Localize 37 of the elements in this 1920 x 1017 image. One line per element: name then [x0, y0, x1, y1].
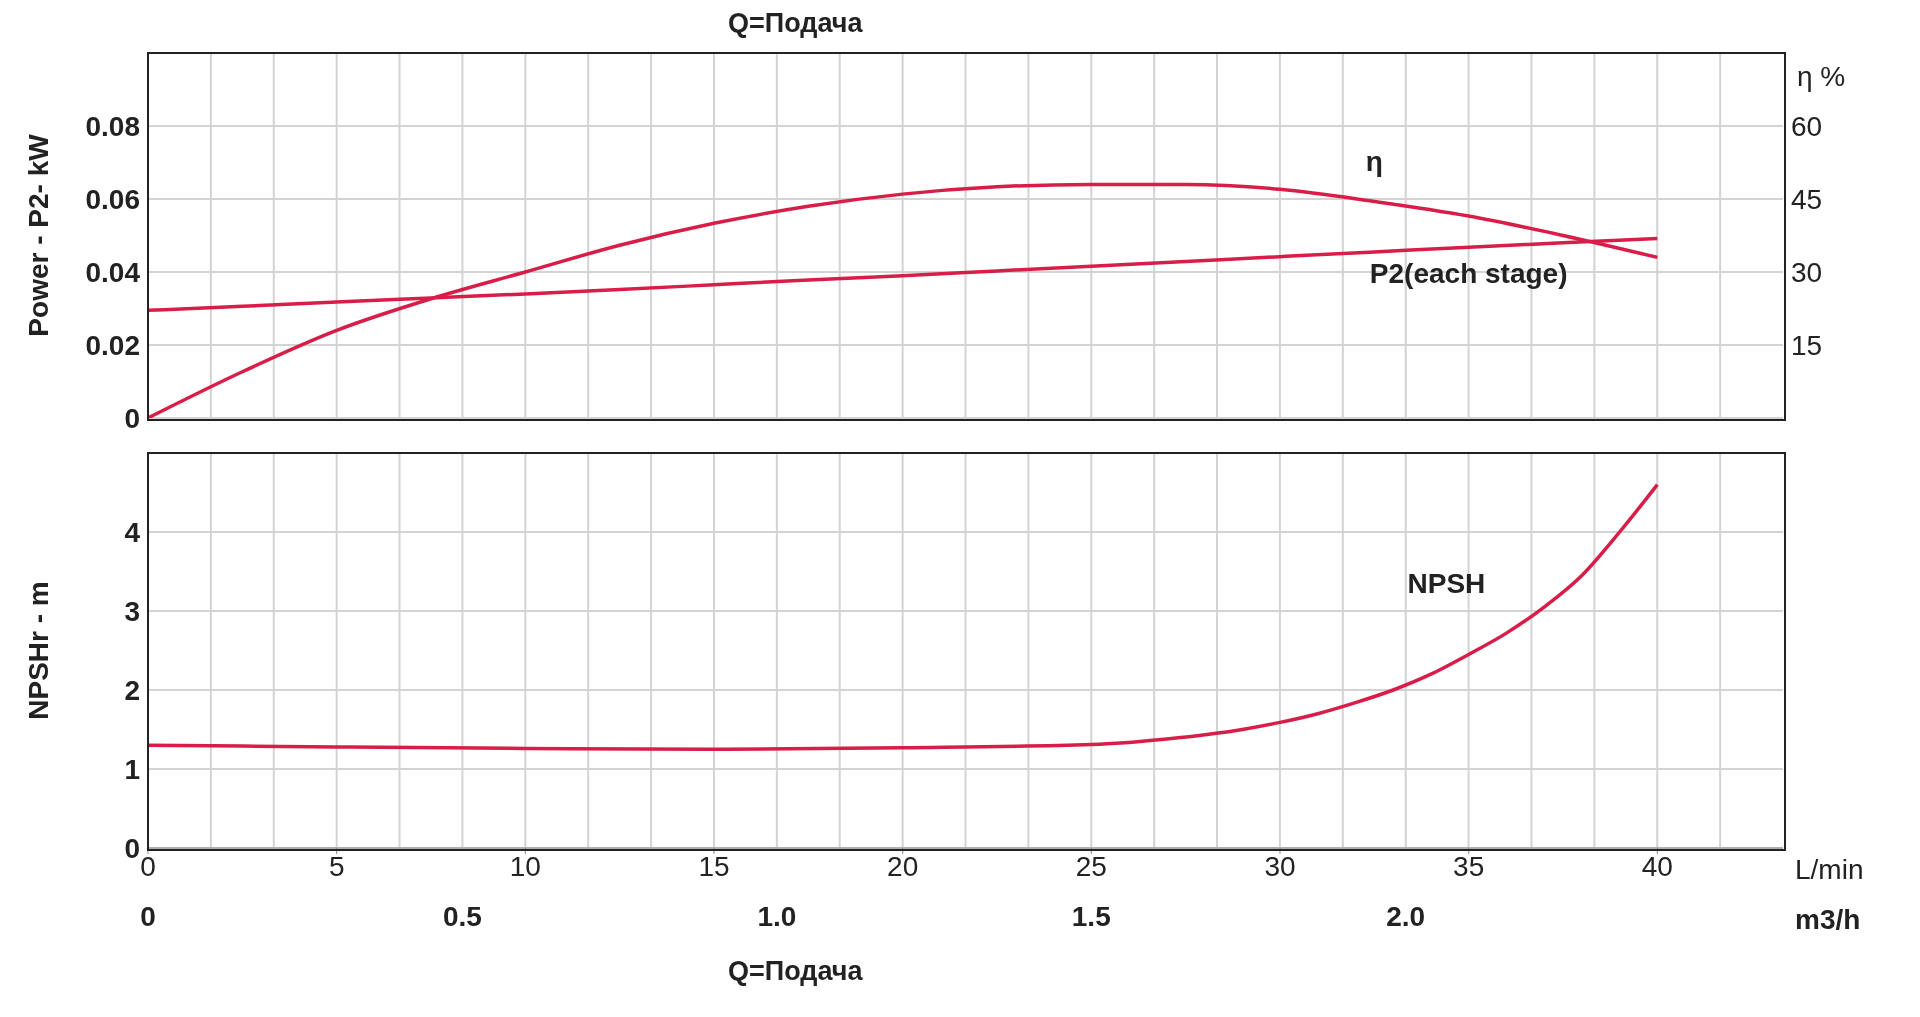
x-tick-label: 15 [698, 850, 730, 882]
line-series [148, 482, 1660, 751]
x-tick-label: 25 [1075, 850, 1107, 882]
chart-title: Q=Подача [728, 8, 863, 39]
y2-tick-label: 15 [1791, 329, 1823, 361]
x2-tick-label: 0.5 [442, 900, 482, 932]
y2-axis-title: η % [1797, 61, 1846, 93]
x-tick-label: 10 [509, 850, 541, 882]
series-label: NPSH [1407, 568, 1486, 600]
y-axis-title: NPSHr - m [22, 581, 54, 720]
x-tick-label: 5 [328, 850, 345, 882]
x-axis-title: L/min [1795, 853, 1864, 885]
y-axis-title: Power - P2- kW [22, 133, 54, 337]
series-label: P2(each stage) [1369, 258, 1568, 290]
x-tick-label: 40 [1641, 850, 1673, 882]
y2-tick-label: 30 [1791, 256, 1823, 288]
y-tick-label: 4 [124, 516, 141, 548]
x2-tick-label: 1.5 [1071, 900, 1111, 932]
series-label: η [1365, 146, 1383, 178]
x-tick-label: 20 [887, 850, 919, 882]
x-tick-label: 35 [1453, 850, 1485, 882]
x2-axis-title: m3/h [1795, 903, 1861, 935]
y-tick-label: 2 [124, 674, 140, 706]
x2-tick-label: 1.0 [757, 900, 797, 932]
y-tick-label: 0 [124, 402, 140, 434]
line-series [148, 182, 1660, 418]
y-tick-label: 3 [124, 595, 140, 627]
text: Q=Подача [728, 956, 863, 987]
y-tick-label: 0.04 [85, 256, 141, 288]
y2-tick-label: 60 [1791, 110, 1823, 142]
y-tick-label: 1 [124, 753, 140, 785]
y2-tick-label: 45 [1791, 183, 1823, 215]
x-tick-label: 30 [1264, 850, 1296, 882]
y-tick-label: 0.08 [85, 110, 140, 142]
y-tick-label: 0.06 [85, 183, 140, 215]
x2-tick-label: 2.0 [1386, 900, 1426, 932]
y-tick-label: 0.02 [85, 329, 140, 361]
